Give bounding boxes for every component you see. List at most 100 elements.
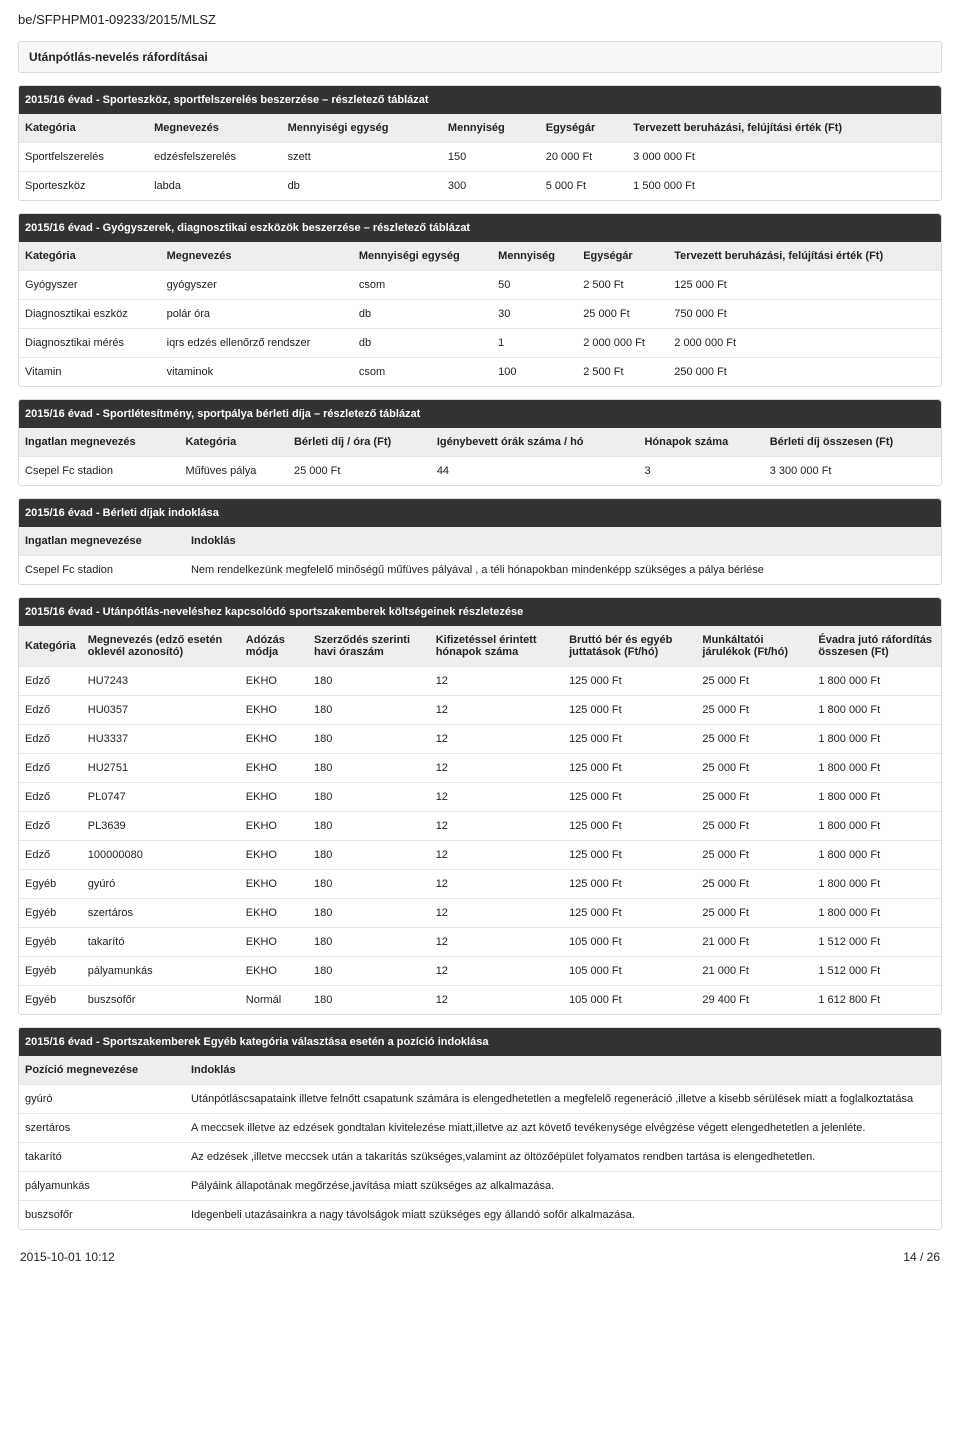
cell: 25 000 Ft bbox=[696, 696, 812, 725]
cell: 3 000 000 Ft bbox=[627, 143, 941, 172]
cell: 1 500 000 Ft bbox=[627, 172, 941, 201]
cell: 12 bbox=[430, 783, 563, 812]
col: Megnevezés bbox=[148, 114, 281, 143]
col: Kategória bbox=[179, 428, 288, 457]
cell: HU0357 bbox=[82, 696, 240, 725]
cell: pályamunkás bbox=[19, 1172, 185, 1201]
cell: 2 500 Ft bbox=[577, 271, 668, 300]
cell: polár óra bbox=[161, 300, 353, 329]
cell: csom bbox=[353, 271, 492, 300]
cell: 125 000 Ft bbox=[563, 899, 696, 928]
cell: labda bbox=[148, 172, 281, 201]
cell: 150 bbox=[442, 143, 540, 172]
cell: 125 000 Ft bbox=[563, 783, 696, 812]
cell: 5 000 Ft bbox=[540, 172, 627, 201]
cell: HU7243 bbox=[82, 667, 240, 696]
cell: 12 bbox=[430, 986, 563, 1015]
cell: 12 bbox=[430, 754, 563, 783]
table-row: Diagnosztikai eszközpolár óradb3025 000 … bbox=[19, 300, 941, 329]
cell: db bbox=[353, 300, 492, 329]
cell: 25 000 Ft bbox=[696, 899, 812, 928]
cell: 25 000 Ft bbox=[288, 457, 431, 486]
cell: 29 400 Ft bbox=[696, 986, 812, 1015]
cell: 2 000 000 Ft bbox=[668, 329, 941, 358]
cell: 180 bbox=[308, 696, 430, 725]
table-row: EdzőHU3337EKHO18012125 000 Ft25 000 Ft1 … bbox=[19, 725, 941, 754]
table-row: EgyébgyúróEKHO18012125 000 Ft25 000 Ft1 … bbox=[19, 870, 941, 899]
gyogyszer-table: 2015/16 évad - Gyógyszerek, diagnosztika… bbox=[18, 213, 942, 387]
cell: 30 bbox=[492, 300, 577, 329]
cell: 1 800 000 Ft bbox=[812, 841, 941, 870]
szakember-title: 2015/16 évad - Utánpótlás-neveléshez kap… bbox=[19, 598, 941, 626]
cell: Idegenbeli utazásainkra a nagy távolságo… bbox=[185, 1201, 941, 1230]
cell: 12 bbox=[430, 667, 563, 696]
table-row: EgyébpályamunkásEKHO18012105 000 Ft21 00… bbox=[19, 957, 941, 986]
table-row: szertárosA meccsek illetve az edzések go… bbox=[19, 1114, 941, 1143]
cell: szett bbox=[282, 143, 442, 172]
table-row: Csepel Fc stadionNem rendelkezünk megfel… bbox=[19, 556, 941, 585]
cell: 25 000 Ft bbox=[696, 841, 812, 870]
cell: 1 512 000 Ft bbox=[812, 957, 941, 986]
cell: 125 000 Ft bbox=[563, 841, 696, 870]
cell: EKHO bbox=[240, 841, 308, 870]
cell: 1 800 000 Ft bbox=[812, 783, 941, 812]
cell: 20 000 Ft bbox=[540, 143, 627, 172]
cell: db bbox=[282, 172, 442, 201]
cell: 25 000 Ft bbox=[696, 812, 812, 841]
table-row: Sportfelszerelésedzésfelszerelésszett150… bbox=[19, 143, 941, 172]
col: Mennyiségi egység bbox=[282, 114, 442, 143]
cell: 1 800 000 Ft bbox=[812, 812, 941, 841]
table-row: EdzőHU2751EKHO18012125 000 Ft25 000 Ft1 … bbox=[19, 754, 941, 783]
cell: PL3639 bbox=[82, 812, 240, 841]
cell: Edző bbox=[19, 783, 82, 812]
cell: Edző bbox=[19, 667, 82, 696]
cell: A meccsek illetve az edzések gondtalan k… bbox=[185, 1114, 941, 1143]
cell: edzésfelszerelés bbox=[148, 143, 281, 172]
table-row: gyúróUtánpótláscsapataink illetve felnőt… bbox=[19, 1085, 941, 1114]
cell: 180 bbox=[308, 957, 430, 986]
cell: buszsofőr bbox=[82, 986, 240, 1015]
col: Mennyiség bbox=[442, 114, 540, 143]
cell: EKHO bbox=[240, 783, 308, 812]
cell: 25 000 Ft bbox=[696, 754, 812, 783]
cell: 125 000 Ft bbox=[563, 812, 696, 841]
cell: Normál bbox=[240, 986, 308, 1015]
table-row: Edző100000080EKHO18012125 000 Ft25 000 F… bbox=[19, 841, 941, 870]
cell: 180 bbox=[308, 841, 430, 870]
table-row: pályamunkásPályáink állapotának megőrzés… bbox=[19, 1172, 941, 1201]
cell: 2 500 Ft bbox=[577, 358, 668, 387]
cell: 21 000 Ft bbox=[696, 957, 812, 986]
cell: vitaminok bbox=[161, 358, 353, 387]
cell: Csepel Fc stadion bbox=[19, 556, 185, 585]
cell: 2 000 000 Ft bbox=[577, 329, 668, 358]
table-row: EgyébtakarítóEKHO18012105 000 Ft21 000 F… bbox=[19, 928, 941, 957]
cell: 1 bbox=[492, 329, 577, 358]
cell: 12 bbox=[430, 725, 563, 754]
col: Kategória bbox=[19, 626, 82, 667]
doc-id: be/SFPHPM01-09233/2015/MLSZ bbox=[18, 12, 942, 27]
cell: Gyógyszer bbox=[19, 271, 161, 300]
cell: 1 800 000 Ft bbox=[812, 899, 941, 928]
cell: 25 000 Ft bbox=[696, 870, 812, 899]
table-row: EgyébszertárosEKHO18012125 000 Ft25 000 … bbox=[19, 899, 941, 928]
cell: buszsofőr bbox=[19, 1201, 185, 1230]
cell: EKHO bbox=[240, 899, 308, 928]
col: Megnevezés (edző esetén oklevél azonosít… bbox=[82, 626, 240, 667]
cell: 125 000 Ft bbox=[563, 870, 696, 899]
cell: 25 000 Ft bbox=[577, 300, 668, 329]
cell: Diagnosztikai eszköz bbox=[19, 300, 161, 329]
cell: 1 800 000 Ft bbox=[812, 870, 941, 899]
cell: 3 300 000 Ft bbox=[764, 457, 941, 486]
cell: 1 800 000 Ft bbox=[812, 696, 941, 725]
cell: EKHO bbox=[240, 725, 308, 754]
cell: 105 000 Ft bbox=[563, 986, 696, 1015]
cell: Nem rendelkezünk megfelelő minőségű műfü… bbox=[185, 556, 941, 585]
cell: 1 800 000 Ft bbox=[812, 667, 941, 696]
cell: 25 000 Ft bbox=[696, 783, 812, 812]
cell: takarító bbox=[19, 1143, 185, 1172]
table-row: EgyébbuszsofőrNormál18012105 000 Ft29 40… bbox=[19, 986, 941, 1015]
cell: 180 bbox=[308, 986, 430, 1015]
col: Pozíció megnevezése bbox=[19, 1056, 185, 1085]
cell: 25 000 Ft bbox=[696, 667, 812, 696]
cell: 3 bbox=[638, 457, 763, 486]
